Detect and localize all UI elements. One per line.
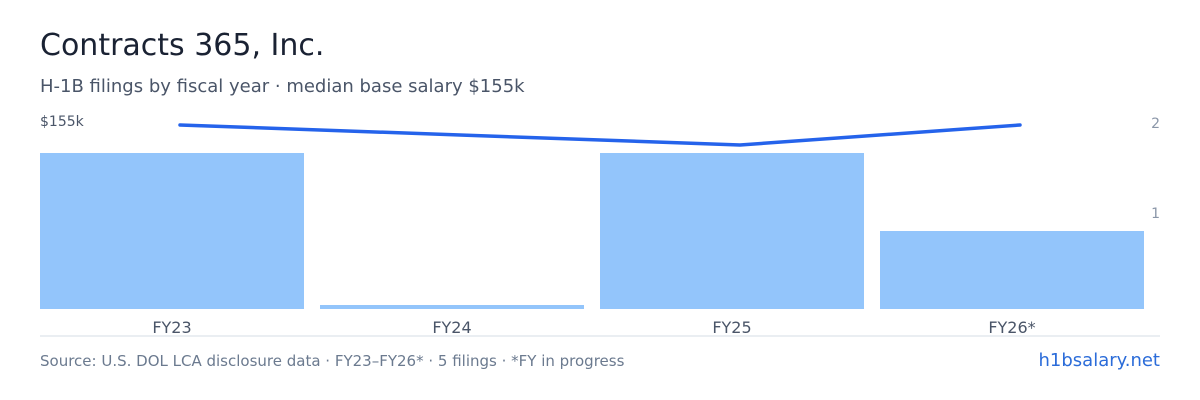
x-tick-label: FY24 — [432, 318, 471, 337]
axis-layer: FY23 FY24 FY25 FY26* $155k 1 2 — [40, 114, 1160, 337]
right-axis-tick-label: 2 — [1151, 116, 1160, 132]
chart-title: Contracts 365, Inc. — [40, 28, 325, 63]
x-tick-label: FY25 — [712, 318, 751, 337]
bars-layer — [40, 153, 1144, 309]
bar-FY25 — [600, 153, 864, 309]
source-note: Source: U.S. DOL LCA disclosure data · F… — [40, 352, 625, 370]
bar-FY26 — [880, 231, 1144, 309]
bar-FY23 — [40, 153, 304, 309]
chart-subtitle: H-1B filings by fiscal year · median bas… — [40, 76, 525, 97]
bar-FY24 — [320, 305, 584, 309]
chart-area: FY23 FY24 FY25 FY26* $155k 1 2 — [40, 114, 1160, 337]
line-layer — [178, 123, 1022, 147]
left-axis-tick-label: $155k — [40, 114, 85, 130]
x-tick-label: FY26* — [988, 318, 1035, 337]
right-axis-tick-label: 1 — [1151, 206, 1160, 222]
brand-link[interactable]: h1bsalary.net — [1038, 350, 1160, 371]
x-tick-label: FY23 — [152, 318, 191, 337]
median-salary-line — [178, 123, 1022, 147]
